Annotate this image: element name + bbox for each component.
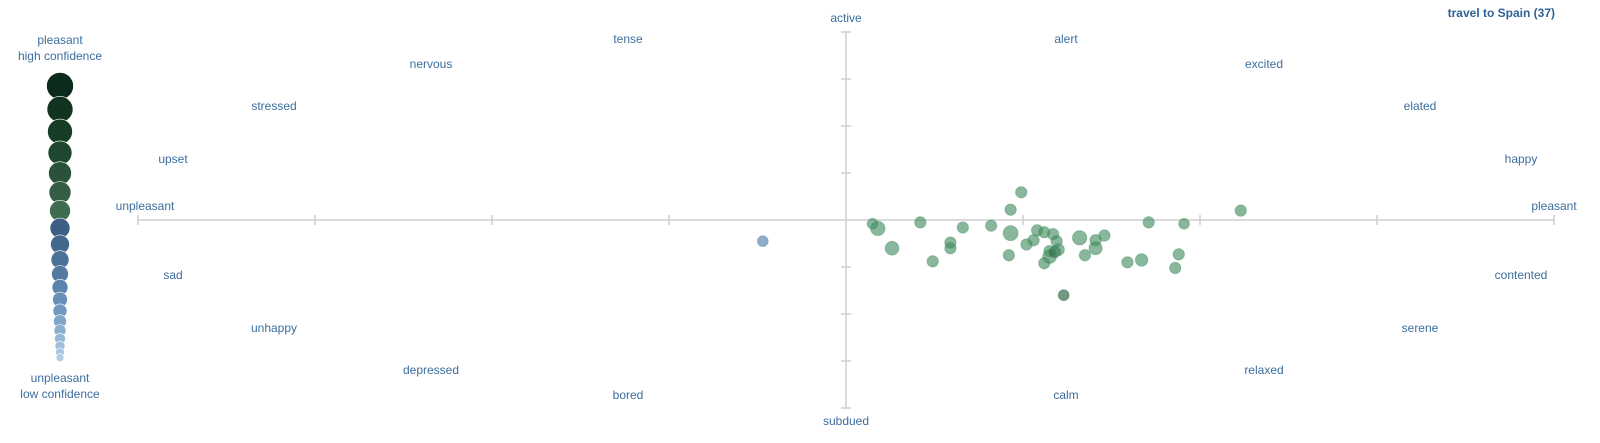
- legend-dot: [47, 118, 73, 145]
- data-point[interactable]: [1098, 229, 1111, 242]
- legend-dot: [46, 72, 74, 100]
- x-axis-max-label: pleasant: [1531, 199, 1577, 213]
- data-point[interactable]: [1015, 186, 1028, 199]
- data-point[interactable]: [1057, 289, 1070, 302]
- data-point[interactable]: [1051, 243, 1065, 257]
- y-axis-max-label: active: [830, 11, 862, 25]
- legend-dot: [55, 353, 65, 363]
- mood-label-relaxed: relaxed: [1244, 363, 1283, 377]
- data-point[interactable]: [870, 220, 886, 237]
- data-point[interactable]: [1002, 249, 1016, 262]
- legend-bottom-line1: unpleasant: [31, 371, 90, 385]
- data-point[interactable]: [956, 221, 970, 234]
- data-point[interactable]: [1004, 203, 1017, 216]
- data-point[interactable]: [1169, 261, 1182, 275]
- x-axis-min-label: unpleasant: [116, 199, 175, 213]
- legend-dots: [46, 72, 74, 363]
- mood-label-alert: alert: [1054, 32, 1078, 46]
- data-point[interactable]: [914, 216, 927, 229]
- data-point[interactable]: [1142, 216, 1155, 229]
- legend-bottom-line2: low confidence: [20, 387, 100, 401]
- chart-title: travel to Spain (37): [1448, 6, 1555, 20]
- data-point[interactable]: [1121, 256, 1134, 269]
- legend-dot: [47, 140, 73, 166]
- mood-label-upset: upset: [158, 152, 188, 166]
- data-point[interactable]: [1178, 217, 1190, 230]
- mood-label-bored: bored: [613, 388, 644, 402]
- data-point[interactable]: [1002, 225, 1019, 242]
- data-point[interactable]: [1134, 253, 1149, 267]
- data-point[interactable]: [756, 235, 769, 248]
- data-point[interactable]: [944, 242, 957, 255]
- mood-label-calm: calm: [1053, 388, 1078, 402]
- mood-label-depressed: depressed: [403, 363, 459, 377]
- data-point[interactable]: [884, 240, 900, 256]
- y-axis-min-label: subdued: [823, 414, 869, 428]
- mood-label-elated: elated: [1404, 99, 1437, 113]
- legend: pleasant high confidence unpleasant low …: [18, 33, 102, 401]
- mood-label-happy: happy: [1505, 152, 1538, 166]
- data-point[interactable]: [1088, 241, 1103, 256]
- mood-label-nervous: nervous: [410, 57, 453, 71]
- axis-ticks: [137, 31, 1555, 409]
- legend-top-line1: pleasant: [37, 33, 83, 47]
- mood-label-stressed: stressed: [251, 99, 296, 113]
- data-point[interactable]: [1172, 248, 1185, 261]
- data-point[interactable]: [1078, 249, 1092, 262]
- data-point[interactable]: [926, 255, 939, 268]
- legend-top-line2: high confidence: [18, 49, 102, 63]
- data-point[interactable]: [984, 219, 998, 232]
- mood-label-tense: tense: [613, 32, 643, 46]
- data-point[interactable]: [1234, 204, 1247, 217]
- mood-label-excited: excited: [1245, 57, 1283, 71]
- axes: [137, 31, 1555, 409]
- mood-label-serene: serene: [1402, 321, 1439, 335]
- mood-label-contented: contented: [1495, 268, 1548, 282]
- legend-dot: [46, 96, 74, 123]
- data-points: [756, 186, 1247, 302]
- mood-label-sad: sad: [163, 268, 182, 282]
- mood-labels: tense alert nervous excited stressed ela…: [158, 32, 1547, 402]
- data-point[interactable]: [1071, 230, 1088, 246]
- mood-label-unhappy: unhappy: [251, 321, 297, 335]
